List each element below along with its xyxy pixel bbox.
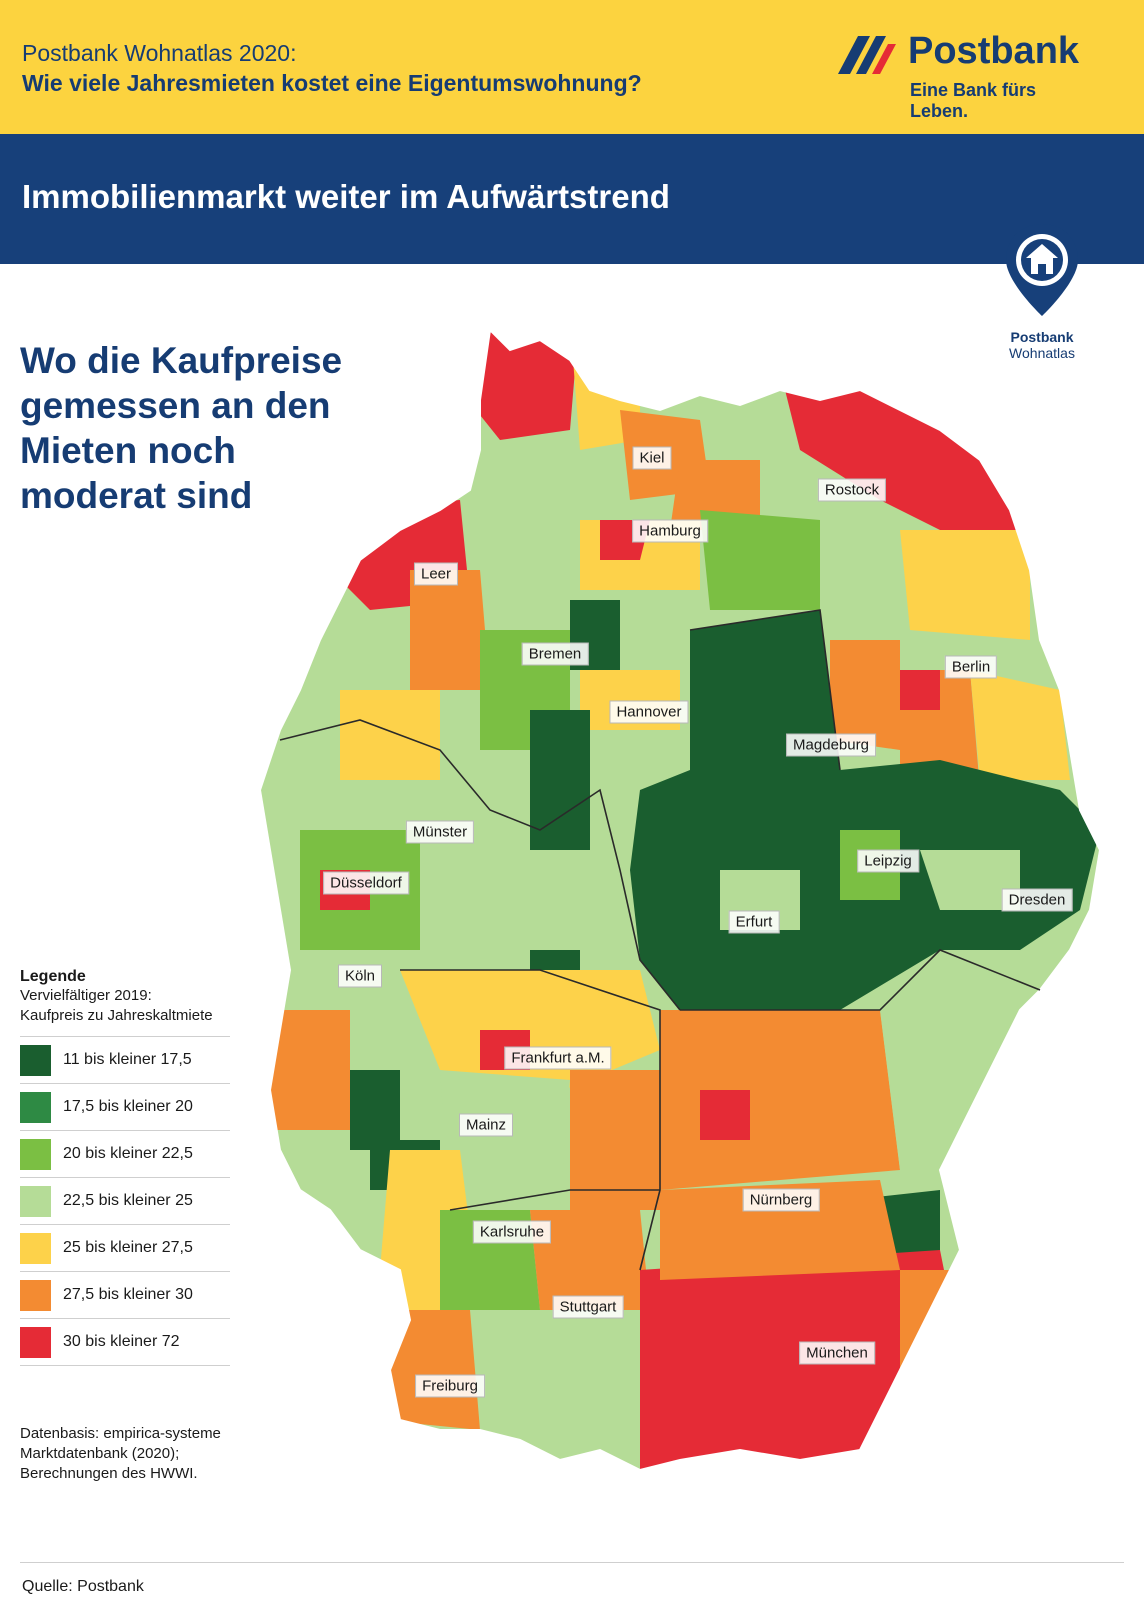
- city-label-berlin: Berlin: [944, 655, 998, 679]
- wohnatlas-pin: Postbank Wohnatlas: [1000, 220, 1084, 370]
- legend-swatch: [20, 1185, 51, 1217]
- germany-map: [258, 327, 1102, 1472]
- city-label-duesseldorf: Düsseldorf: [323, 871, 409, 895]
- city-label-stuttgart: Stuttgart: [552, 1295, 624, 1319]
- city-label-nuernberg: Nürnberg: [742, 1188, 820, 1212]
- legend-item: 11 bis kleiner 17,5: [20, 1036, 230, 1083]
- title-line-1: Postbank Wohnatlas 2020:: [22, 40, 297, 66]
- legend-label: 27,5 bis kleiner 30: [63, 1286, 193, 1303]
- city-label-rostock: Rostock: [817, 478, 887, 502]
- postbank-logo-icon: [838, 36, 896, 74]
- city-label-hamburg: Hamburg: [632, 519, 708, 543]
- footer-divider: [20, 1562, 1124, 1563]
- city-label-muenster: Münster: [405, 820, 475, 844]
- city-label-karlsruhe: Karlsruhe: [472, 1220, 552, 1244]
- postbank-logo: Postbank Eine Bank fürs Leben.: [836, 26, 1096, 121]
- city-label-magdeburg: Magdeburg: [786, 733, 876, 757]
- banner: [0, 134, 1144, 264]
- title-line-2: Wie viele Jahresmieten kostet eine Eigen…: [22, 70, 642, 96]
- brand-claim: Eine Bank fürs Leben.: [910, 80, 1037, 121]
- legend-label: 22,5 bis kleiner 25: [63, 1192, 193, 1209]
- legend: Legende Vervielfältiger 2019: Kaufpreis …: [20, 968, 230, 1366]
- city-label-erfurt: Erfurt: [728, 910, 780, 934]
- legend-subtitle: Vervielfältiger 2019: Kaufpreis zu Jahre…: [20, 987, 213, 1024]
- pin-label-1: Postbank: [1010, 329, 1074, 345]
- city-label-kiel: Kiel: [632, 446, 672, 470]
- city-label-koeln: Köln: [337, 964, 383, 988]
- map-headline: Wo die Kaufpreise gemessen an den Mieten…: [20, 340, 343, 516]
- page-title: Postbank Wohnatlas 2020: Wie viele Jahre…: [22, 38, 642, 98]
- legend-title: Legende: [20, 968, 86, 985]
- banner-text: Immobilienmarkt weiter im Aufwärtstrend: [22, 178, 670, 215]
- legend-item: 17,5 bis kleiner 20: [20, 1083, 230, 1130]
- city-label-freiburg: Freiburg: [415, 1374, 485, 1398]
- legend-swatch: [20, 1138, 51, 1170]
- legend-item: 22,5 bis kleiner 25: [20, 1177, 230, 1224]
- legend-swatch: [20, 1044, 51, 1076]
- legend-swatch: [20, 1091, 51, 1123]
- legend-label: 25 bis kleiner 27,5: [63, 1239, 193, 1256]
- legend-item: 20 bis kleiner 22,5: [20, 1130, 230, 1177]
- legend-label: 20 bis kleiner 22,5: [63, 1145, 193, 1162]
- header-bar: [0, 0, 1144, 134]
- legend-label: 30 bis kleiner 72: [63, 1333, 180, 1350]
- brand-name: Postbank: [908, 30, 1080, 72]
- city-label-mainz: Mainz: [458, 1113, 514, 1137]
- legend-swatch: [20, 1326, 51, 1358]
- city-label-hannover: Hannover: [609, 700, 689, 724]
- legend-swatch: [20, 1232, 51, 1264]
- city-label-frankfurt: Frankfurt a.M.: [504, 1046, 612, 1070]
- legend-item: 25 bis kleiner 27,5: [20, 1224, 230, 1271]
- legend-label: 17,5 bis kleiner 20: [63, 1098, 193, 1115]
- city-label-leipzig: Leipzig: [857, 849, 919, 873]
- city-label-dresden: Dresden: [1001, 888, 1073, 912]
- footer-source: Quelle: Postbank: [22, 1578, 144, 1595]
- data-source-note: Datenbasis: empirica-systeme Marktdatenb…: [20, 1425, 221, 1482]
- city-label-muenchen: München: [799, 1341, 875, 1365]
- pin-label-2: Wohnatlas: [1009, 345, 1075, 361]
- location-pin-icon: [1006, 224, 1078, 316]
- legend-item: 30 bis kleiner 72: [20, 1318, 230, 1366]
- legend-item: 27,5 bis kleiner 30: [20, 1271, 230, 1318]
- city-label-bremen: Bremen: [521, 642, 589, 666]
- legend-swatch: [20, 1279, 51, 1311]
- city-label-leer: Leer: [413, 562, 459, 586]
- legend-label: 11 bis kleiner 17,5: [63, 1051, 192, 1068]
